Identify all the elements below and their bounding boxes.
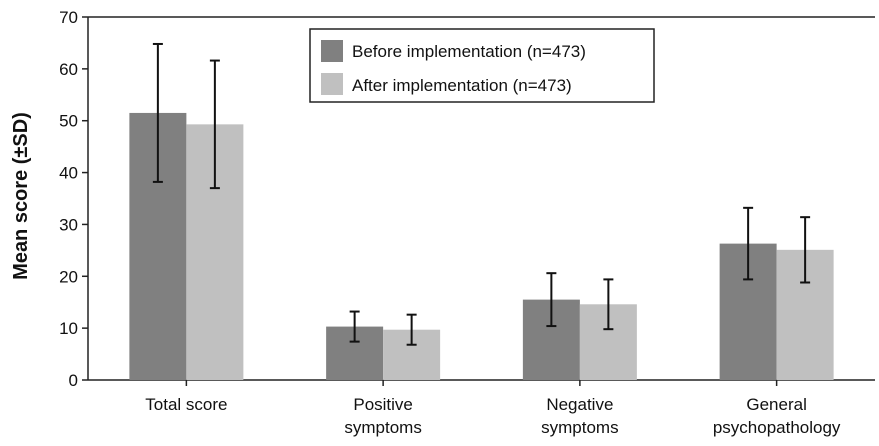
legend: Before implementation (n=473) After impl… xyxy=(309,28,655,103)
y-tick-label: 50 xyxy=(59,112,78,131)
error-bars xyxy=(152,42,811,346)
x-tick-label: Total score xyxy=(145,395,227,414)
x-tick-label: Negative symptoms xyxy=(541,395,618,437)
y-tick-label: 70 xyxy=(59,8,78,27)
legend-label-after: After implementation (n=473) xyxy=(352,76,572,95)
legend-label-before: Before implementation (n=473) xyxy=(352,42,586,61)
y-tick-label: 10 xyxy=(59,319,78,338)
y-axis-label: Mean score (±SD) xyxy=(10,112,32,280)
y-tick-label: 30 xyxy=(59,215,78,234)
legend-swatch-after xyxy=(321,73,343,95)
legend-box xyxy=(309,28,655,103)
y-tick-label: 40 xyxy=(59,164,78,183)
y-tick-label: 0 xyxy=(69,371,78,390)
x-tick-label-line: Total score xyxy=(145,395,227,414)
x-tick-label-line: Negative xyxy=(546,395,613,414)
x-tick-label-line: Positive xyxy=(353,395,413,414)
bars xyxy=(129,112,834,380)
x-tick-label-line: General xyxy=(746,395,806,414)
x-tick-labels: Total score Positive symptoms Negative sympt… xyxy=(145,380,841,437)
x-tick-label: Positive symptoms xyxy=(344,395,421,437)
x-tick-label: General psychopathology xyxy=(713,395,841,437)
y-tick-label: 60 xyxy=(59,60,78,79)
legend-swatch-before xyxy=(321,40,343,62)
x-tick-label-line: symptoms xyxy=(344,418,421,437)
x-tick-label-line: psychopathology xyxy=(713,418,841,437)
y-tick-label: 20 xyxy=(59,267,78,286)
y-ticks: 0 10 20 30 40 50 60 70 xyxy=(59,8,88,390)
x-tick-label-line: symptoms xyxy=(541,418,618,437)
